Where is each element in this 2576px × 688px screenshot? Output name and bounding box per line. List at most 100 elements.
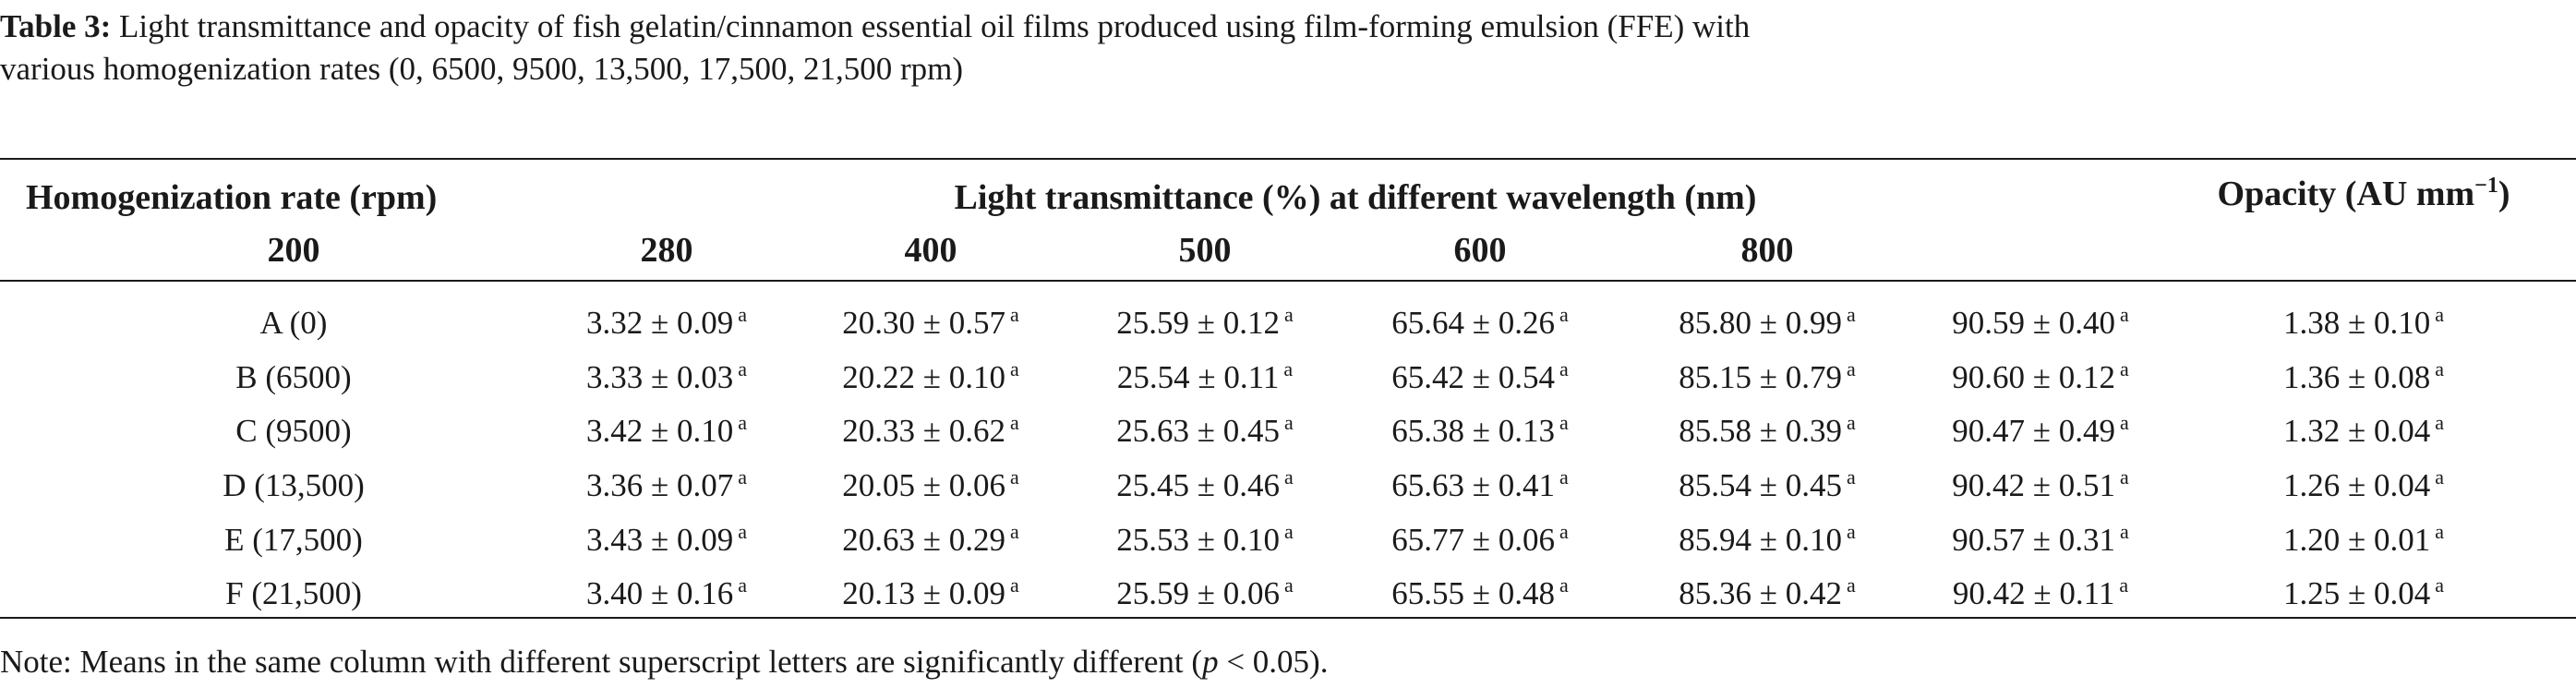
transmittance-cell: 85.36 ± 0.42 a xyxy=(1679,567,1855,621)
header-opacity-label: Opacity (AU mm−1) xyxy=(2218,173,2510,215)
cell-value: 3.40 ± 0.16 xyxy=(586,575,734,611)
cell-value: 65.77 ± 0.06 xyxy=(1391,522,1555,558)
opacity-cell: 1.20 ± 0.01 a xyxy=(2283,513,2444,567)
transmittance-cell: 65.55 ± 0.48 a xyxy=(1391,567,1568,621)
table-row: B (6500) 3.33 ± 0.03 a 20.22 ± 0.10 a 25.54 ±… xyxy=(0,351,2576,404)
cell-value: 85.54 ± 0.45 xyxy=(1679,467,1842,503)
cell-value: 25.54 ± 0.11 xyxy=(1116,359,1280,395)
cell-value: 3.36 ± 0.07 xyxy=(586,467,734,503)
transmittance-cell: 3.43 ± 0.09 a xyxy=(586,513,747,567)
cell-value: 85.80 ± 0.99 xyxy=(1679,305,1842,341)
transmittance-cell: 65.38 ± 0.13 a xyxy=(1391,404,1568,458)
cell-value: 20.30 ± 0.57 xyxy=(842,305,1005,341)
significance-letter: a xyxy=(1846,411,1856,434)
transmittance-cell: 90.59 ± 0.40 a xyxy=(1952,296,2128,350)
transmittance-cell: 25.59 ± 0.06 a xyxy=(1116,567,1293,621)
cell-value: 20.13 ± 0.09 xyxy=(842,575,1005,611)
significance-letter: a xyxy=(1846,465,1856,489)
table-row: F (21,500) 3.40 ± 0.16 a 20.13 ± 0.09 a 25.59… xyxy=(0,567,2576,621)
opacity-cell: 1.36 ± 0.08 a xyxy=(2283,351,2444,404)
transmittance-cell: 25.53 ± 0.10 a xyxy=(1116,513,1293,567)
header-wavelength-200: 200 xyxy=(267,231,320,270)
table-row: A (0) 3.32 ± 0.09 a 20.30 ± 0.57 a 25.59 ± 0.… xyxy=(0,296,2576,350)
transmittance-cell: 90.42 ± 0.51 a xyxy=(1952,459,2128,513)
cell-value: 90.47 ± 0.49 xyxy=(1952,413,2115,449)
header-wavelength-500: 500 xyxy=(1178,231,1232,270)
significance-letter: a xyxy=(1559,520,1569,543)
cell-value: 65.38 ± 0.13 xyxy=(1391,413,1555,449)
row-label: F (21,500) xyxy=(225,575,362,611)
transmittance-cell: 85.54 ± 0.45 a xyxy=(1679,459,1855,513)
transmittance-cell: 20.13 ± 0.09 a xyxy=(842,567,1018,621)
cell-value: 90.57 ± 0.31 xyxy=(1952,522,2115,558)
cell-value: 20.63 ± 0.29 xyxy=(842,522,1005,558)
transmittance-cell: 65.63 ± 0.41 a xyxy=(1391,459,1568,513)
transmittance-cell: 20.05 ± 0.06 a xyxy=(842,459,1018,513)
transmittance-cell: 65.77 ± 0.06 a xyxy=(1391,513,1568,567)
transmittance-cell: 65.42 ± 0.54 a xyxy=(1391,351,1568,404)
significance-letter: a xyxy=(1559,465,1569,489)
cell-value: 1.32 ± 0.04 xyxy=(2283,413,2431,449)
significance-letter: a xyxy=(738,465,747,489)
transmittance-cell: 3.33 ± 0.03 a xyxy=(586,351,747,404)
cell-value: 20.33 ± 0.62 xyxy=(842,413,1005,449)
significance-letter: a xyxy=(738,411,747,434)
significance-letter: a xyxy=(1846,573,1856,597)
significance-letter: a xyxy=(1283,411,1294,434)
opacity-close: ) xyxy=(2498,175,2510,213)
note-suffix: < 0.05). xyxy=(1218,644,1329,680)
significance-letter: a xyxy=(1283,303,1294,326)
significance-letter: a xyxy=(1846,520,1856,543)
row-label: A (0) xyxy=(259,305,328,341)
cell-value: 65.64 ± 0.26 xyxy=(1391,305,1555,341)
transmittance-cell: 90.57 ± 0.31 a xyxy=(1952,513,2128,567)
significance-letter: a xyxy=(1559,411,1569,434)
significance-letter: a xyxy=(2119,357,2129,380)
cell-value: 25.45 ± 0.46 xyxy=(1116,467,1280,503)
header-rate-label: Homogenization rate (rpm) xyxy=(26,178,438,217)
opacity-cell: 1.26 ± 0.04 a xyxy=(2283,459,2444,513)
table-row: D (13,500) 3.36 ± 0.07 a 20.05 ± 0.06 a 25.45… xyxy=(0,459,2576,513)
transmittance-cell: 20.30 ± 0.57 a xyxy=(842,296,1018,350)
transmittance-cell: 25.59 ± 0.12 a xyxy=(1116,296,1293,350)
significance-letter: a xyxy=(1009,573,1019,597)
table-caption: Table 3: Light transmittance and opacity… xyxy=(0,6,1805,91)
transmittance-cell: 85.94 ± 0.10 a xyxy=(1679,513,1855,567)
cell-value: 3.43 ± 0.09 xyxy=(586,522,734,558)
transmittance-cell: 85.58 ± 0.39 a xyxy=(1679,404,1855,458)
significance-letter: a xyxy=(2119,303,2129,326)
significance-letter: a xyxy=(738,520,747,543)
transmittance-cell: 20.63 ± 0.29 a xyxy=(842,513,1018,567)
transmittance-cell: 20.33 ± 0.62 a xyxy=(842,404,1018,458)
cell-value: 25.53 ± 0.10 xyxy=(1116,522,1280,558)
opacity-cell: 1.32 ± 0.04 a xyxy=(2283,404,2444,458)
cell-value: 85.15 ± 0.79 xyxy=(1679,359,1842,395)
significance-letter: a xyxy=(1283,465,1294,489)
significance-letter: a xyxy=(2119,520,2129,543)
significance-letter: a xyxy=(2435,303,2444,326)
cell-value: 90.42 ± 0.51 xyxy=(1952,467,2115,503)
significance-letter: a xyxy=(738,303,747,326)
transmittance-cell: 20.22 ± 0.10 a xyxy=(842,351,1018,404)
cell-value: 3.33 ± 0.03 xyxy=(586,359,734,395)
cell-value: 90.60 ± 0.12 xyxy=(1952,359,2115,395)
header-wavelength-600: 600 xyxy=(1453,231,1507,270)
cell-value: 3.42 ± 0.10 xyxy=(586,413,734,449)
cell-value: 20.05 ± 0.06 xyxy=(842,467,1005,503)
row-label: C (9500) xyxy=(235,413,352,449)
transmittance-cell: 85.15 ± 0.79 a xyxy=(1679,351,1855,404)
transmittance-cell: 3.40 ± 0.16 a xyxy=(586,567,747,621)
cell-value: 1.36 ± 0.08 xyxy=(2283,359,2431,395)
significance-letter: a xyxy=(1009,357,1019,380)
cell-value: 1.38 ± 0.10 xyxy=(2283,305,2431,341)
header-wavelength-800: 800 xyxy=(1740,231,1794,270)
table-header-rule xyxy=(0,280,2576,282)
caption-text: Light transmittance and opacity of fish … xyxy=(0,8,1751,87)
significance-letter: a xyxy=(2435,520,2444,543)
transmittance-cell: 3.36 ± 0.07 a xyxy=(586,459,747,513)
header-wavelength-280: 280 xyxy=(640,231,693,270)
note-p-symbol: p xyxy=(1202,644,1219,680)
cell-value: 85.58 ± 0.39 xyxy=(1679,413,1842,449)
significance-letter: a xyxy=(2435,411,2444,434)
opacity-cell: 1.25 ± 0.04 a xyxy=(2283,567,2444,621)
